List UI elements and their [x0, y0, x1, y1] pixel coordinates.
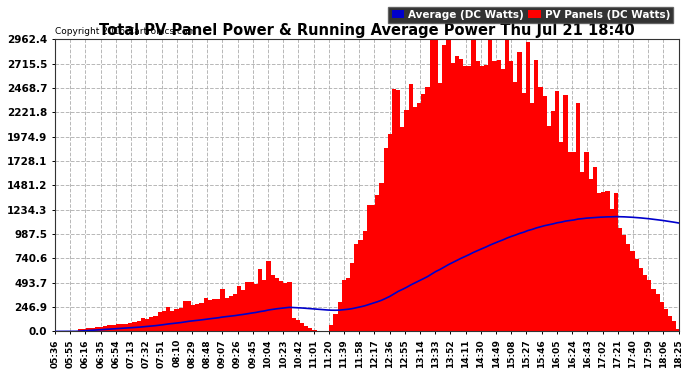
- Text: Copyright 2016 Cartronics.com: Copyright 2016 Cartronics.com: [55, 27, 197, 36]
- Title: Total PV Panel Power & Running Average Power Thu Jul 21 18:40: Total PV Panel Power & Running Average P…: [99, 23, 635, 38]
- Legend: Average (DC Watts), PV Panels (DC Watts): Average (DC Watts), PV Panels (DC Watts): [388, 6, 673, 23]
